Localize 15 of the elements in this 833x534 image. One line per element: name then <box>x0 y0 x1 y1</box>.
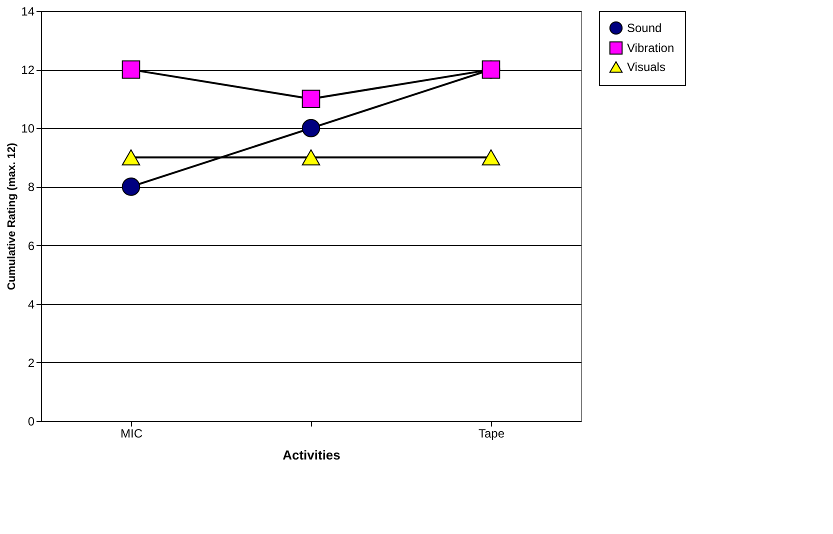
legend-label: Vibration <box>627 41 674 55</box>
y-tick-label: 2 <box>28 356 35 370</box>
legend-label: Sound <box>627 21 662 35</box>
x-axis-title: Activities <box>282 448 340 462</box>
y-tick-label: 0 <box>28 414 35 428</box>
y-tick-label: 12 <box>21 63 35 78</box>
y-tick-label: 8 <box>28 180 35 194</box>
legend-label: Visuals <box>627 60 666 74</box>
y-axis-title: Cumulative Rating (max. 12) <box>6 142 18 290</box>
y-tick-label: 14 <box>21 4 35 18</box>
y-tick-label: 6 <box>28 238 35 253</box>
y-tick-label: 10 <box>21 122 35 136</box>
y-tick-label: 4 <box>28 297 35 312</box>
x-tick-label: Tape <box>478 426 505 440</box>
x-tick-label: MIC <box>120 426 143 440</box>
